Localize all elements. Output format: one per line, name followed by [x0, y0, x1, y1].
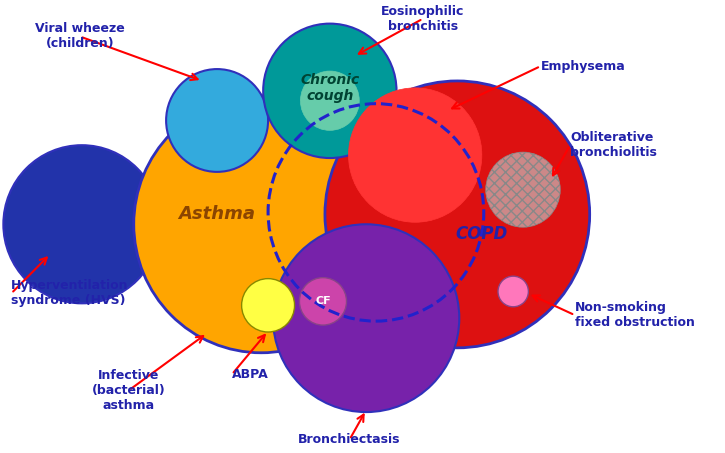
Text: COPD: COPD [456, 225, 508, 243]
Circle shape [486, 152, 560, 227]
Circle shape [133, 96, 389, 353]
Circle shape [325, 81, 589, 348]
Circle shape [166, 69, 268, 172]
Circle shape [498, 276, 529, 307]
Text: Hyperventilation
syndrome (HVS): Hyperventilation syndrome (HVS) [11, 280, 129, 308]
Text: Bronchiectasis: Bronchiectasis [298, 433, 401, 446]
Text: Obliterative
bronchiolitis: Obliterative bronchiolitis [570, 131, 657, 159]
Text: Eosinophilic
bronchitis: Eosinophilic bronchitis [381, 5, 465, 33]
Text: Chronic
cough: Chronic cough [300, 73, 360, 103]
Text: Viral wheeze
(children): Viral wheeze (children) [35, 23, 125, 50]
Circle shape [4, 145, 160, 304]
Circle shape [241, 279, 294, 332]
Text: Non-smoking
fixed obstruction: Non-smoking fixed obstruction [575, 301, 695, 329]
Circle shape [273, 224, 459, 412]
Circle shape [300, 71, 360, 130]
Circle shape [299, 278, 347, 325]
Text: Emphysema: Emphysema [541, 60, 626, 72]
Text: Infective
(bacterial)
asthma: Infective (bacterial) asthma [92, 369, 166, 412]
Circle shape [349, 88, 482, 222]
Circle shape [263, 24, 397, 158]
Text: ABPA: ABPA [232, 368, 268, 381]
Text: CF: CF [315, 296, 331, 306]
Text: Asthma: Asthma [178, 205, 256, 223]
